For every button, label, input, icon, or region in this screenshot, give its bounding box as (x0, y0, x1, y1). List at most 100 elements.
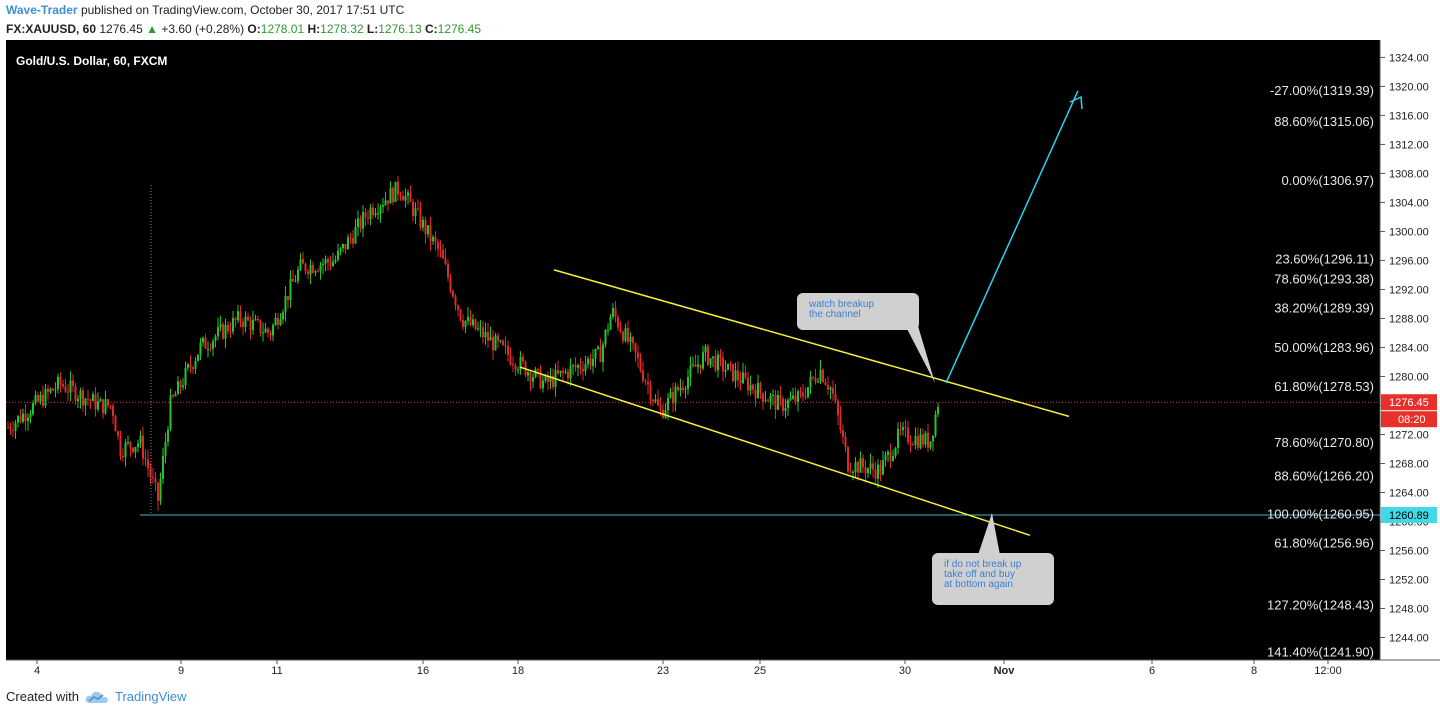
candle-body (934, 414, 937, 436)
candle-body (567, 371, 569, 379)
candle-body (407, 192, 409, 196)
low-value: 1276.13 (378, 22, 422, 36)
candle-body (427, 225, 429, 235)
fib-level-label: 61.80%(1278.53) (1274, 379, 1374, 394)
candle-body (302, 259, 304, 264)
fib-level-label: 0.00%(1306.97) (1281, 173, 1374, 188)
y-tick-label: 1284.00 (1389, 342, 1429, 354)
candle-body (627, 328, 629, 342)
candle-body (752, 384, 754, 390)
candle-body (487, 331, 489, 341)
candle-body (272, 325, 274, 336)
fib-level-label: 88.60%(1266.20) (1274, 469, 1374, 484)
candle-body (127, 441, 129, 443)
candle-body (644, 380, 647, 382)
candle-body (279, 319, 282, 325)
candle-body (609, 316, 612, 330)
author-link[interactable]: Wave-Trader (6, 3, 78, 17)
candle-body (499, 340, 502, 342)
callout-tail (978, 513, 1000, 555)
candle-body (617, 317, 619, 328)
candle-body (152, 477, 154, 479)
candle-body (927, 432, 929, 448)
countdown-tag-text: 08:20 (1398, 414, 1426, 426)
candle-body (82, 390, 84, 406)
candle-body (182, 385, 184, 388)
candle-body (542, 380, 544, 389)
candle-body (202, 337, 204, 343)
candle-body (852, 471, 854, 473)
price-axis[interactable] (1380, 40, 1440, 660)
candle-body (357, 218, 359, 227)
candle-body (312, 264, 314, 273)
candle-body (179, 381, 182, 388)
support-price-tag: 1260.89 (1381, 507, 1437, 524)
y-tick-label: 1296.00 (1389, 255, 1429, 267)
channel-upper-line[interactable] (553, 269, 1070, 418)
price-chart[interactable]: 1324.00 1320.00 1316.00 1312.00 1308.00 1304.… (0, 40, 1440, 685)
y-tick-label: 1244.00 (1389, 633, 1429, 645)
candle-body (937, 406, 939, 415)
candle-body (104, 399, 107, 414)
candle-body (329, 262, 332, 266)
candle-body (782, 398, 784, 412)
candle-body (457, 305, 459, 310)
candle-body (462, 320, 464, 327)
candle-body (909, 442, 912, 445)
candle-body (17, 415, 19, 423)
candle-body (699, 364, 702, 369)
candle-body (744, 372, 747, 378)
candle-body (232, 318, 234, 332)
candle-body (132, 447, 134, 453)
candle-body (267, 328, 269, 333)
callout-tail (905, 325, 935, 383)
candle-body (877, 464, 879, 479)
candle-body (212, 340, 214, 349)
candle-body (869, 463, 872, 469)
candle-body (337, 250, 339, 260)
tradingview-link[interactable]: TradingView (114, 689, 187, 704)
projection-arrow-line[interactable] (945, 90, 1079, 384)
candle-body (442, 249, 444, 259)
candle-body (459, 309, 462, 321)
candle-body (504, 344, 507, 346)
candle-body (919, 434, 922, 448)
candle-body (484, 331, 487, 338)
candle-body (362, 212, 364, 229)
candle-body (112, 405, 114, 416)
y-tick-label: 1252.00 (1389, 575, 1429, 587)
candle-body (247, 316, 249, 321)
arrow-head-icon (1069, 95, 1083, 110)
candle-body (522, 356, 524, 362)
candle-body (69, 380, 72, 393)
candle-body (902, 427, 904, 430)
fib-level-label: 78.60%(1270.80) (1274, 435, 1374, 450)
candle-body (767, 400, 769, 402)
candle-body (144, 458, 147, 460)
candle-body (79, 390, 82, 399)
candle-body (167, 429, 169, 442)
y-tick-label: 1292.00 (1389, 284, 1429, 296)
candle-body (864, 467, 867, 474)
candle-body (599, 346, 602, 363)
candle-body (562, 370, 564, 373)
candle-body (907, 427, 909, 443)
channel-lower-line[interactable] (519, 366, 1031, 536)
up-triangle-icon: ▲ (146, 22, 158, 36)
candle-body (229, 331, 232, 333)
fib-level-label: 38.20%(1289.39) (1274, 300, 1374, 315)
candle-body (714, 356, 717, 371)
candle-body (344, 243, 347, 250)
candle-body (929, 441, 932, 448)
x-tick-label: 18 (512, 665, 524, 677)
time-axis[interactable] (6, 660, 1380, 680)
candle-body (832, 387, 834, 394)
candle-body (592, 358, 594, 366)
candle-body (702, 352, 704, 369)
candle-body (114, 415, 117, 432)
candle-body (697, 364, 699, 367)
candle-body (897, 428, 899, 448)
candle-body (147, 459, 149, 469)
